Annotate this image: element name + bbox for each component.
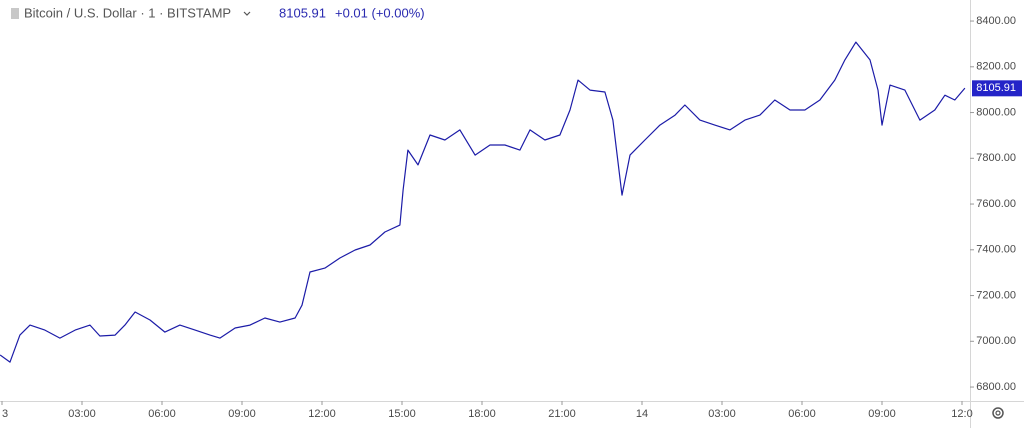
x-tick-label: 14 xyxy=(636,408,648,420)
y-tick-label: 7600.00 xyxy=(976,198,1016,210)
symbol-icon xyxy=(11,8,19,19)
x-tick-label: 06:00 xyxy=(148,408,176,420)
last-price-marker xyxy=(972,80,1022,97)
x-tick-label: 09:00 xyxy=(868,408,896,420)
last-price-label: 8105.91 xyxy=(976,82,1016,94)
y-tick-label: 7000.00 xyxy=(976,335,1016,347)
x-tick-label: 12:00 xyxy=(308,408,336,420)
x-tick-label: 15:00 xyxy=(388,408,416,420)
price-line xyxy=(0,41,966,363)
x-tick-label: 3 xyxy=(2,408,8,420)
y-tick-label: 7400.00 xyxy=(976,244,1016,256)
settings-icon[interactable] xyxy=(992,407,1004,419)
x-tick-label: 03:00 xyxy=(708,408,736,420)
last-price: 8105.91 xyxy=(279,5,326,20)
y-tick-label: 8400.00 xyxy=(976,15,1016,27)
y-tick-label: 7800.00 xyxy=(976,152,1016,164)
x-tick-label: 06:00 xyxy=(788,408,816,420)
dropdown-chevron[interactable] xyxy=(243,11,251,16)
x-tick-label: 18:00 xyxy=(468,408,496,420)
y-tick-label: 8000.00 xyxy=(976,106,1016,118)
x-tick-label: 12:0 xyxy=(951,408,972,420)
x-tick-label: 21:00 xyxy=(548,408,576,420)
gear xyxy=(992,407,1004,419)
gear-center xyxy=(995,410,1001,416)
y-tick-label: 8200.00 xyxy=(976,61,1016,73)
y-tick-label: 6800.00 xyxy=(976,381,1016,393)
price-change: +0.01 (+0.00%) xyxy=(335,5,425,20)
y-tick-label: 7200.00 xyxy=(976,289,1016,301)
x-tick-label: 09:00 xyxy=(228,408,256,420)
x-tick-label: 03:00 xyxy=(68,408,96,420)
symbol-title[interactable]: Bitcoin / U.S. Dollar · 1 · BITSTAMP xyxy=(24,5,231,20)
